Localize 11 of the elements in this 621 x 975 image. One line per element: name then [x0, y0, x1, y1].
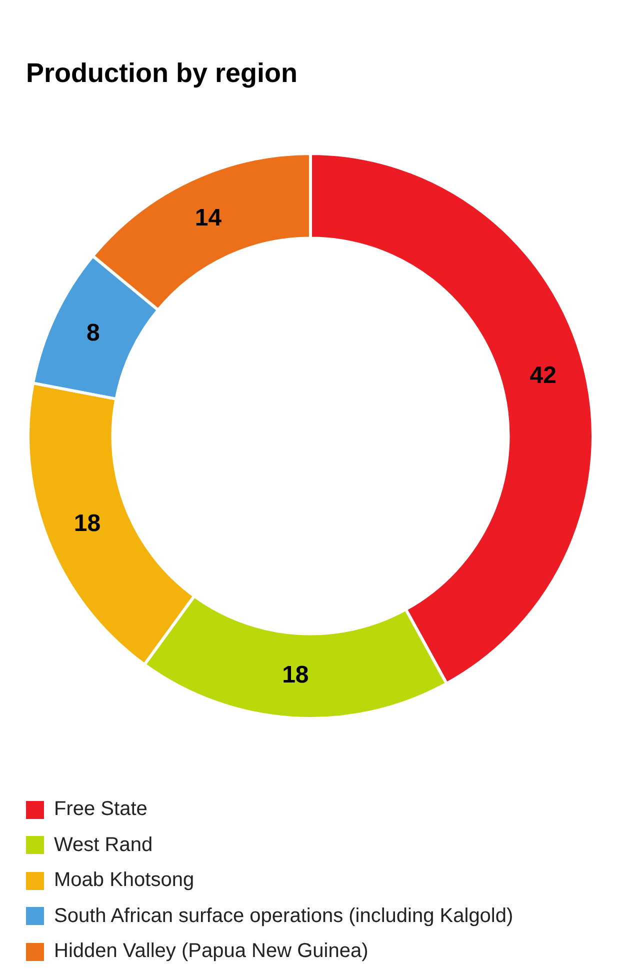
legend-label: Hidden Valley (Papua New Guinea) — [54, 940, 368, 964]
legend-label: Moab Khotsong — [54, 869, 194, 892]
legend-label: West Rand — [54, 834, 153, 857]
legend-label: Free State — [54, 798, 148, 822]
data-label: 42 — [530, 362, 556, 389]
data-label: 18 — [282, 661, 309, 688]
data-label: 18 — [74, 510, 101, 538]
data-label: 8 — [86, 319, 100, 346]
legend-label: South African surface operations (including Kalgold) — [54, 904, 514, 928]
chart-title: Production by region — [26, 58, 298, 89]
data-label: 14 — [194, 204, 222, 232]
